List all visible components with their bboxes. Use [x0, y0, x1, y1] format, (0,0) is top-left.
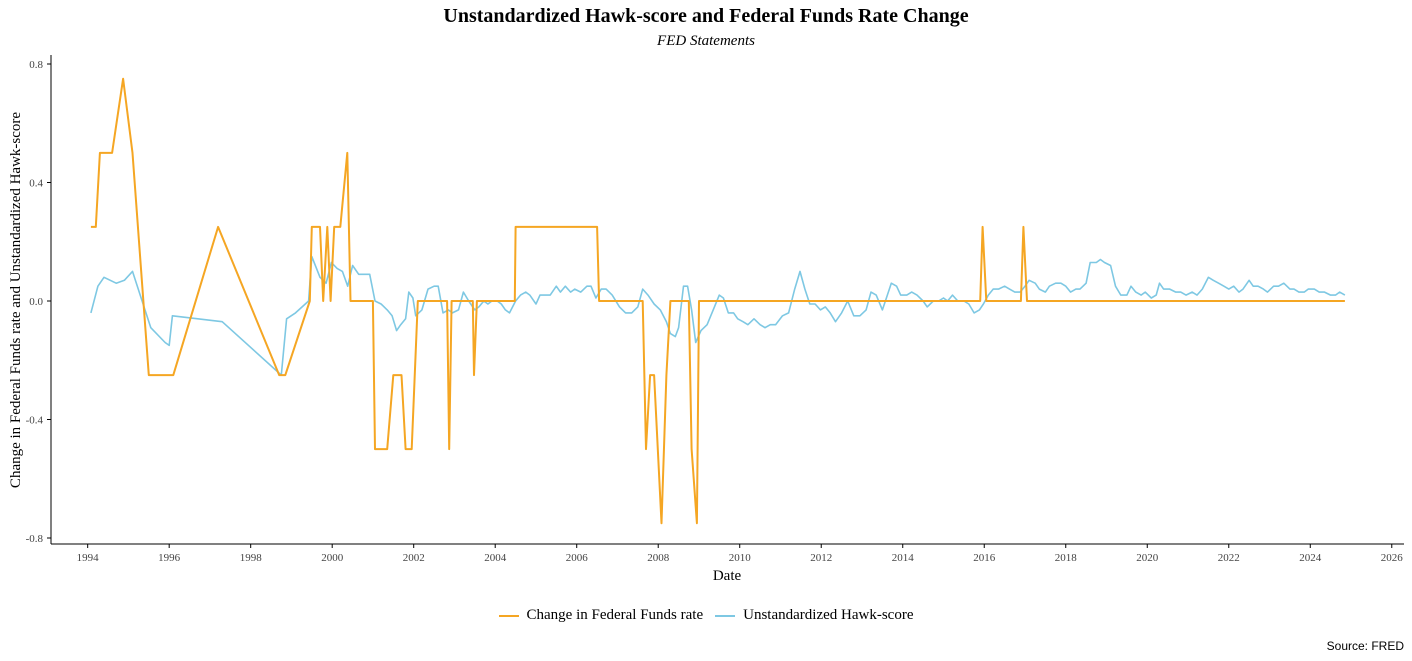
x-tick-label: 2008 — [647, 552, 670, 564]
legend-label-hawk-score: Unstandardized Hawk-score — [743, 607, 914, 623]
series-line-hawk-score — [90, 255, 1346, 376]
y-tick-label: 0.8 — [29, 59, 43, 71]
x-tick-label: 2002 — [403, 552, 425, 564]
x-tick-label: 2012 — [810, 552, 832, 564]
x-tick-label: 2022 — [1218, 552, 1240, 564]
y-ticks: 0.8 0.4 0.0 -0.4 -0.8 — [26, 59, 51, 545]
x-tick-label: 2014 — [892, 552, 915, 564]
series-line-rate-change — [90, 77, 1345, 525]
x-tick-label: 2000 — [321, 552, 344, 564]
x-tick-label: 2006 — [566, 552, 589, 564]
y-tick-label: 0.4 — [29, 178, 43, 190]
x-tick-label: 2018 — [1055, 552, 1078, 564]
legend: Change in Federal Funds rate Unstandardi… — [0, 607, 1412, 624]
y-tick-label: -0.8 — [26, 533, 44, 545]
chart-title: Unstandardized Hawk-score and Federal Fu… — [443, 5, 969, 27]
x-ticks: 1994 1996 1998 2000 2002 2004 2006 2008 2010 2012… — [77, 544, 1404, 564]
x-tick-label: 2020 — [1136, 552, 1159, 564]
x-tick-label: 2004 — [484, 552, 507, 564]
legend-label-rate-change: Change in Federal Funds rate — [526, 607, 704, 623]
x-axis-title: Date — [713, 568, 742, 584]
legend-item-rate-change: Change in Federal Funds rate — [498, 607, 704, 624]
x-tick-label: 2026 — [1381, 552, 1404, 564]
legend-swatch-hawk-score — [715, 614, 736, 617]
legend-swatch-rate-change — [498, 614, 519, 617]
y-tick-label: 0.0 — [29, 296, 43, 308]
y-tick-label: -0.4 — [26, 415, 44, 427]
y-axis-title: Change in Federal Funds rate and Unstand… — [8, 112, 24, 488]
chart-subtitle: FED Statements — [657, 33, 755, 49]
x-tick-label: 1994 — [77, 552, 100, 564]
x-tick-label: 1996 — [158, 552, 181, 564]
x-tick-label: 1998 — [240, 552, 263, 564]
series-layer — [90, 77, 1346, 525]
source-note: Source: FRED — [1326, 639, 1404, 653]
x-tick-label: 2010 — [729, 552, 752, 564]
x-tick-label: 2024 — [1299, 552, 1322, 564]
legend-item-hawk-score: Unstandardized Hawk-score — [715, 607, 913, 624]
x-tick-label: 2016 — [973, 552, 996, 564]
axes — [50, 55, 1404, 545]
